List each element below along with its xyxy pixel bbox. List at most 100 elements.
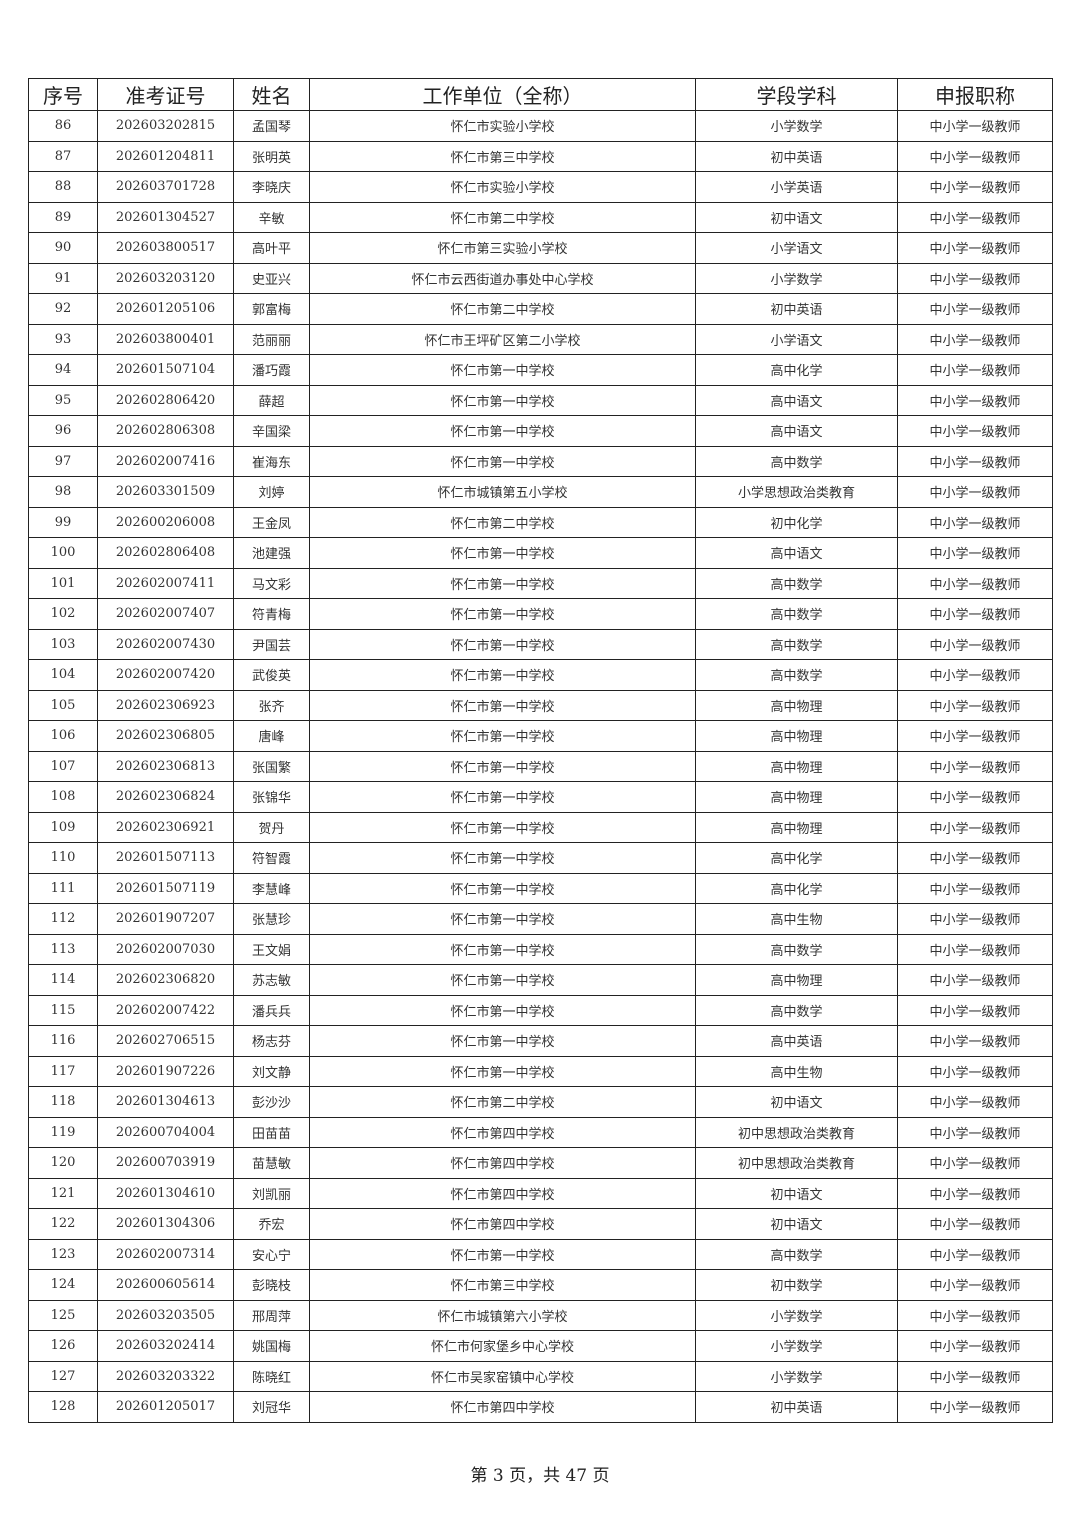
cell-title: 中小学一级教师 <box>897 323 1053 355</box>
cell-exam-id: 202601907207 <box>97 903 234 935</box>
cell-title: 中小学一级教师 <box>897 171 1053 203</box>
cell-name: 杨志芬 <box>233 1025 310 1057</box>
cell-subject: 高中数学 <box>695 994 898 1026</box>
cell-subject: 高中语文 <box>695 384 898 416</box>
cell-work-unit: 怀仁市第一中学校 <box>309 628 696 660</box>
cell-exam-id: 202602306813 <box>97 750 234 782</box>
cell-exam-id: 202601205106 <box>97 293 234 325</box>
cell-exam-id: 202600605614 <box>97 1269 234 1301</box>
header-index: 序号 <box>28 78 98 111</box>
table-row: 99 202600206008 王金凤 怀仁市第二中学校 初中化学 中小学一级教师 <box>28 506 1053 538</box>
cell-title: 中小学一级教师 <box>897 293 1053 325</box>
cell-exam-id: 202602007420 <box>97 659 234 691</box>
page-number: 第 3 页，共 47 页 <box>470 1466 610 1486</box>
cell-subject: 初中英语 <box>695 293 898 325</box>
table-row: 103 202602007430 尹国芸 怀仁市第一中学校 高中数学 中小学一级教师 <box>28 628 1053 660</box>
table-row: 128 202601205017 刘冠华 怀仁市第四中学校 初中英语 中小学一级教师 <box>28 1391 1053 1423</box>
cell-exam-id: 202601907226 <box>97 1055 234 1087</box>
table-row: 108 202602306824 张锦华 怀仁市第一中学校 高中物理 中小学一级教师 <box>28 781 1053 813</box>
cell-name: 贺丹 <box>233 811 310 843</box>
table-row: 126 202603202414 姚国梅 怀仁市何家堡乡中心学校 小学数学 中小学一级教师 <box>28 1330 1053 1362</box>
cell-index: 91 <box>28 262 98 294</box>
cell-title: 中小学一级教师 <box>897 720 1053 752</box>
table-row: 113 202602007030 王文娟 怀仁市第一中学校 高中数学 中小学一级教师 <box>28 933 1053 965</box>
cell-name: 彭沙沙 <box>233 1086 310 1118</box>
table-row: 124 202600605614 彭晓枝 怀仁市第三中学校 初中数学 中小学一级教师 <box>28 1269 1053 1301</box>
table-row: 91 202603203120 史亚兴 怀仁市云西街道办事处中心学校 小学数学 中小学一级… <box>28 262 1053 294</box>
cell-index: 90 <box>28 232 98 264</box>
cell-index: 116 <box>28 1025 98 1057</box>
cell-index: 108 <box>28 781 98 813</box>
cell-exam-id: 202601507119 <box>97 872 234 904</box>
cell-title: 中小学一级教师 <box>897 1147 1053 1179</box>
cell-name: 邢周萍 <box>233 1299 310 1331</box>
cell-index: 122 <box>28 1208 98 1240</box>
cell-title: 中小学一级教师 <box>897 933 1053 965</box>
cell-title: 中小学一级教师 <box>897 415 1053 447</box>
cell-exam-id: 202601204811 <box>97 140 234 172</box>
cell-index: 123 <box>28 1238 98 1270</box>
cell-name: 王金凤 <box>233 506 310 538</box>
cell-exam-id: 202603800401 <box>97 323 234 355</box>
cell-name: 安心宁 <box>233 1238 310 1270</box>
cell-index: 95 <box>28 384 98 416</box>
cell-subject: 高中物理 <box>695 720 898 752</box>
cell-subject: 高中生物 <box>695 903 898 935</box>
cell-title: 中小学一级教师 <box>897 842 1053 874</box>
cell-work-unit: 怀仁市第四中学校 <box>309 1147 696 1179</box>
cell-exam-id: 202602007422 <box>97 994 234 1026</box>
cell-work-unit: 怀仁市第一中学校 <box>309 384 696 416</box>
table-row: 118 202601304613 彭沙沙 怀仁市第二中学校 初中语文 中小学一级教师 <box>28 1086 1053 1118</box>
cell-name: 郭富梅 <box>233 293 310 325</box>
table-row: 127 202603203322 陈晓红 怀仁市吴家窑镇中心学校 小学数学 中小学一级教师 <box>28 1360 1053 1392</box>
cell-work-unit: 怀仁市何家堡乡中心学校 <box>309 1330 696 1362</box>
cell-work-unit: 怀仁市第一中学校 <box>309 964 696 996</box>
cell-work-unit: 怀仁市城镇第五小学校 <box>309 476 696 508</box>
cell-title: 中小学一级教师 <box>897 567 1053 599</box>
cell-subject: 小学数学 <box>695 1360 898 1392</box>
cell-index: 125 <box>28 1299 98 1331</box>
cell-exam-id: 202601304306 <box>97 1208 234 1240</box>
cell-name: 潘兵兵 <box>233 994 310 1026</box>
table-row: 117 202601907226 刘文静 怀仁市第一中学校 高中生物 中小学一级教师 <box>28 1055 1053 1087</box>
cell-title: 中小学一级教师 <box>897 750 1053 782</box>
cell-index: 128 <box>28 1391 98 1423</box>
cell-subject: 高中数学 <box>695 933 898 965</box>
cell-work-unit: 怀仁市第一中学校 <box>309 842 696 874</box>
cell-index: 106 <box>28 720 98 752</box>
cell-subject: 高中化学 <box>695 842 898 874</box>
cell-index: 92 <box>28 293 98 325</box>
cell-work-unit: 怀仁市第一中学校 <box>309 567 696 599</box>
table-row: 102 202602007407 符青梅 怀仁市第一中学校 高中数学 中小学一级教师 <box>28 598 1053 630</box>
cell-exam-id: 202603203120 <box>97 262 234 294</box>
cell-work-unit: 怀仁市实验小学校 <box>309 171 696 203</box>
cell-subject: 高中化学 <box>695 872 898 904</box>
table-row: 86 202603202815 孟国琴 怀仁市实验小学校 小学数学 中小学一级教师 <box>28 110 1053 142</box>
header-subject: 学段学科 <box>695 78 898 111</box>
cell-work-unit: 怀仁市第四中学校 <box>309 1116 696 1148</box>
cell-index: 119 <box>28 1116 98 1148</box>
cell-subject: 小学英语 <box>695 171 898 203</box>
table-row: 94 202601507104 潘巧霞 怀仁市第一中学校 高中化学 中小学一级教师 <box>28 354 1053 386</box>
cell-name: 李晓庆 <box>233 171 310 203</box>
cell-subject: 小学思想政治类教育 <box>695 476 898 508</box>
cell-name: 张锦华 <box>233 781 310 813</box>
cell-index: 96 <box>28 415 98 447</box>
cell-subject: 小学数学 <box>695 1299 898 1331</box>
cell-title: 中小学一级教师 <box>897 1238 1053 1270</box>
cell-name: 苗慧敏 <box>233 1147 310 1179</box>
cell-subject: 小学语文 <box>695 232 898 264</box>
cell-name: 辛敏 <box>233 201 310 233</box>
cell-work-unit: 怀仁市第三中学校 <box>309 140 696 172</box>
cell-exam-id: 202602007416 <box>97 445 234 477</box>
cell-work-unit: 怀仁市第四中学校 <box>309 1208 696 1240</box>
cell-title: 中小学一级教师 <box>897 964 1053 996</box>
cell-name: 刘婷 <box>233 476 310 508</box>
cell-index: 104 <box>28 659 98 691</box>
table-row: 90 202603800517 高叶平 怀仁市第三实验小学校 小学语文 中小学一级教师 <box>28 232 1053 264</box>
cell-work-unit: 怀仁市第三实验小学校 <box>309 232 696 264</box>
cell-work-unit: 怀仁市第一中学校 <box>309 872 696 904</box>
cell-name: 高叶平 <box>233 232 310 264</box>
table-row: 97 202602007416 崔海东 怀仁市第一中学校 高中数学 中小学一级教师 <box>28 445 1053 477</box>
cell-work-unit: 怀仁市第一中学校 <box>309 720 696 752</box>
